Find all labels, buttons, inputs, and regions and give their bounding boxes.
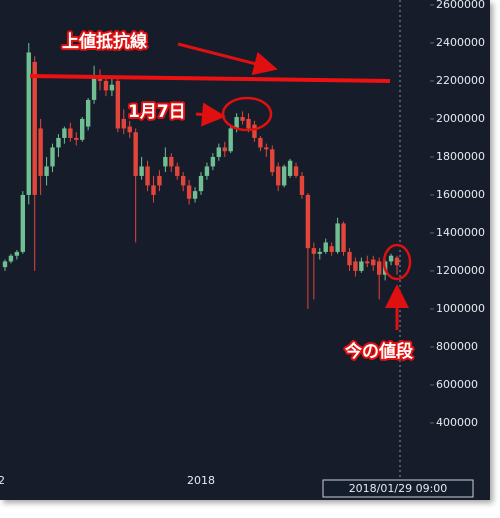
candle-body bbox=[204, 166, 210, 176]
y-tick-label: 2200000 bbox=[436, 74, 485, 87]
candle-body bbox=[270, 149, 275, 173]
candle-body bbox=[163, 156, 168, 167]
candle-body bbox=[299, 175, 305, 195]
candle-body bbox=[359, 261, 364, 271]
candle-body bbox=[157, 175, 162, 186]
candle-body bbox=[246, 118, 251, 129]
candle-body bbox=[192, 191, 198, 199]
arrow bbox=[177, 42, 278, 76]
candle-body bbox=[2, 261, 8, 268]
candle-body bbox=[44, 166, 49, 176]
candle-body bbox=[317, 251, 322, 254]
candle-body bbox=[264, 147, 269, 150]
candle-body bbox=[240, 117, 245, 121]
candle-body bbox=[56, 137, 61, 148]
candle-body bbox=[216, 147, 222, 157]
candle-body bbox=[293, 166, 299, 176]
candle-body bbox=[175, 166, 180, 176]
annotation: 上値抵抗線 bbox=[62, 31, 147, 52]
candle-body bbox=[305, 194, 311, 249]
candle-body bbox=[323, 242, 328, 252]
candle-body bbox=[80, 118, 85, 140]
candle-body bbox=[186, 185, 192, 199]
candle-body bbox=[341, 223, 346, 252]
candle-body bbox=[287, 160, 293, 176]
candle-body bbox=[26, 52, 31, 195]
y-tick-label: 1200000 bbox=[436, 264, 485, 277]
candle-body bbox=[121, 118, 126, 129]
candle-body bbox=[180, 175, 186, 186]
candle-body bbox=[388, 255, 394, 262]
y-tick-label: 2400000 bbox=[436, 36, 485, 49]
candle-body bbox=[139, 166, 144, 176]
candle-body bbox=[252, 124, 257, 138]
y-tick-label: 2600000 bbox=[436, 0, 485, 11]
resistance-line bbox=[29, 74, 391, 83]
candle-body bbox=[68, 128, 73, 138]
candle-body bbox=[329, 246, 334, 252]
candle-body bbox=[281, 166, 287, 186]
y-tick-label: 800000 bbox=[436, 340, 478, 353]
candle-body bbox=[74, 137, 79, 140]
candle-body bbox=[38, 128, 43, 176]
y-tick-label: 1800000 bbox=[436, 150, 485, 163]
candle-body bbox=[234, 117, 239, 129]
candle-body bbox=[8, 255, 14, 262]
crosshair-box bbox=[322, 479, 474, 498]
candle-body bbox=[258, 137, 263, 148]
candle-body bbox=[365, 261, 370, 264]
candle-body bbox=[115, 80, 121, 129]
candle-body bbox=[20, 194, 26, 252]
candle-body bbox=[371, 259, 376, 266]
candle-body bbox=[127, 126, 132, 133]
y-tick-label: 600000 bbox=[436, 378, 478, 391]
candle-body bbox=[50, 147, 55, 167]
x-tick-label: 2018 bbox=[187, 474, 215, 487]
y-tick-label: 400000 bbox=[436, 416, 478, 429]
annotation: 今の値段 bbox=[345, 341, 413, 362]
highlight bbox=[221, 96, 273, 132]
y-tick-label: 1600000 bbox=[436, 188, 485, 201]
candle-body bbox=[169, 156, 174, 167]
crosshair-label: 2018/01/29 09:00 bbox=[349, 482, 448, 495]
candle-body bbox=[210, 156, 216, 167]
candle-body bbox=[85, 99, 91, 127]
candle-body bbox=[353, 261, 358, 271]
y-tick-label: 2000000 bbox=[436, 112, 485, 125]
y-tick-label: 1400000 bbox=[436, 226, 485, 239]
highlight bbox=[382, 243, 412, 281]
candle-body bbox=[103, 80, 109, 91]
candle-body bbox=[151, 185, 156, 195]
candle-body bbox=[311, 248, 317, 254]
candle-body bbox=[347, 251, 352, 266]
y-tick-label: 1000000 bbox=[436, 302, 485, 315]
chart-panel bbox=[0, 0, 490, 500]
candle-body bbox=[376, 261, 382, 275]
arrow bbox=[195, 102, 226, 127]
candle-body bbox=[228, 128, 233, 152]
marks bbox=[2, 42, 400, 309]
annotation: 1月7日 bbox=[128, 102, 186, 122]
candle-body bbox=[91, 75, 97, 100]
candle-body bbox=[335, 223, 340, 252]
candle-body bbox=[394, 257, 400, 266]
x-tick-label: 12 bbox=[0, 474, 5, 487]
candle-body bbox=[14, 251, 20, 256]
candle-body bbox=[222, 147, 227, 152]
candle-body bbox=[198, 175, 204, 192]
candle-body bbox=[32, 61, 37, 195]
candle-body bbox=[62, 128, 67, 138]
candle-body bbox=[276, 166, 281, 186]
candle-body bbox=[133, 132, 138, 176]
candle-body bbox=[109, 84, 115, 91]
candle-body bbox=[145, 166, 150, 186]
